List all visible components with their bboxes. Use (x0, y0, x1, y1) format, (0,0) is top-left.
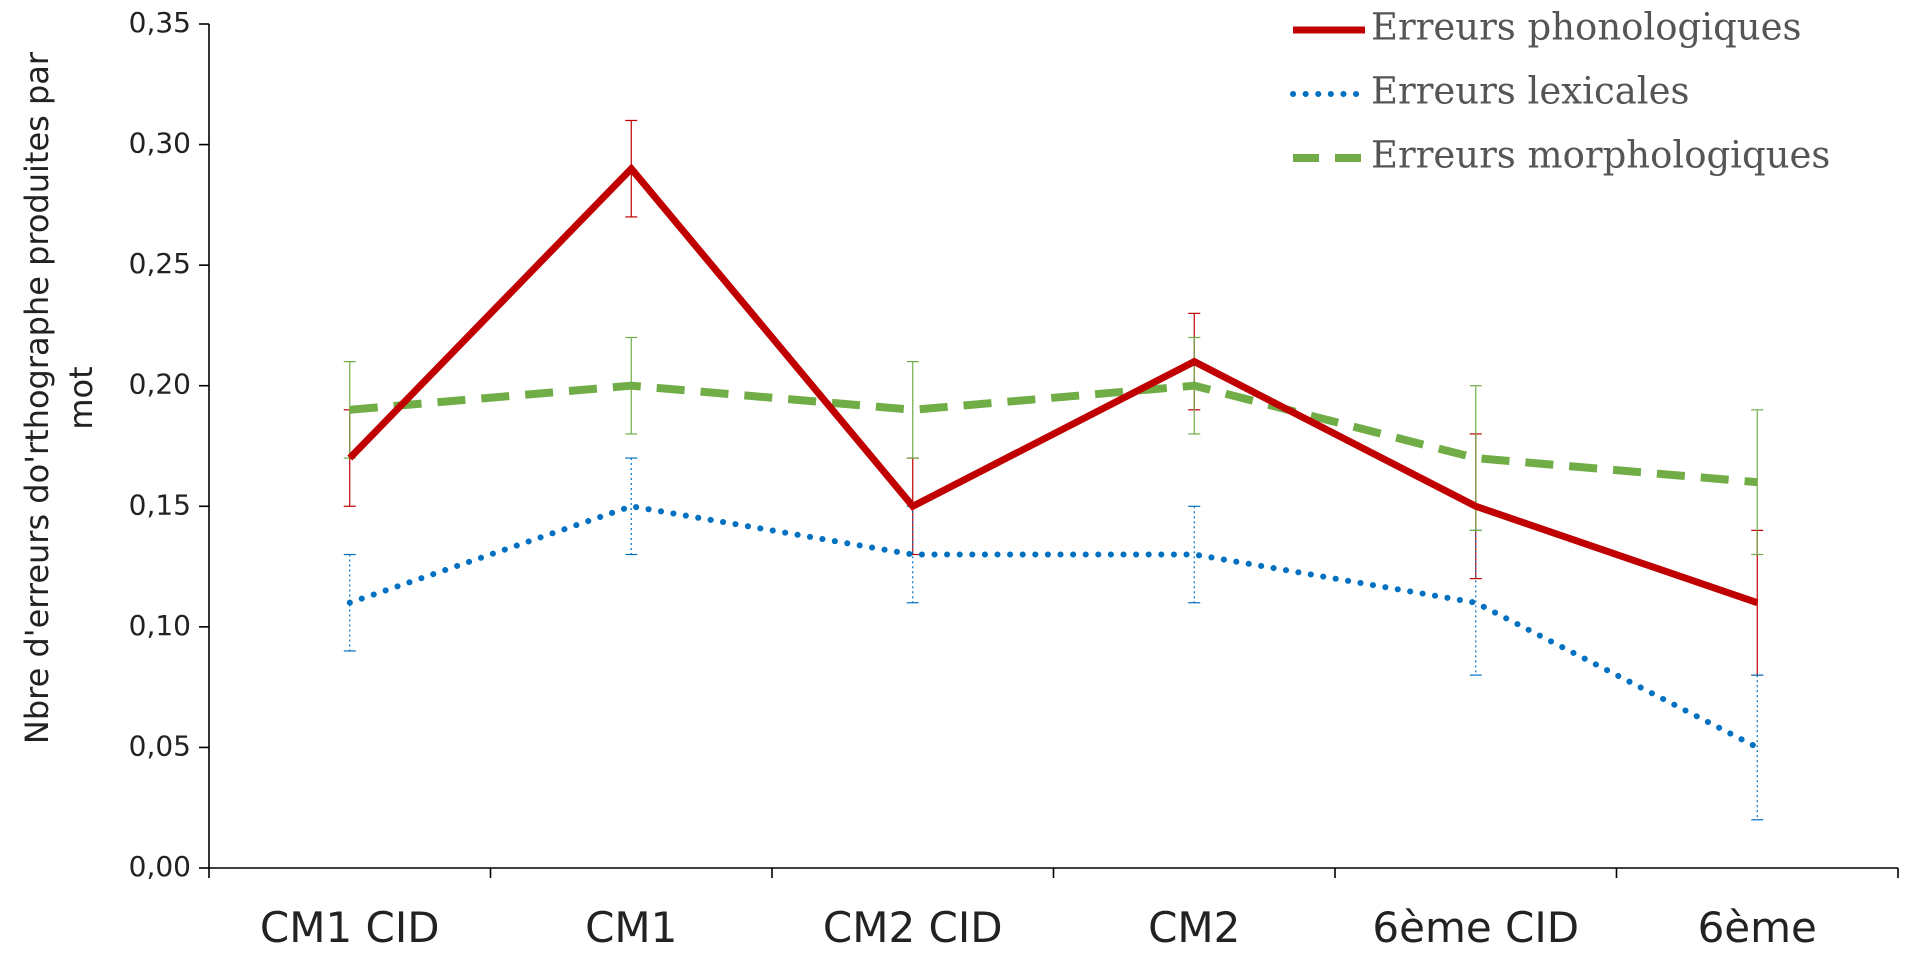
axes: 0,00 0,05 0,10 0,15 0,20 0,25 0,30 0,35 CM1 CID C… (129, 6, 1899, 952)
series-line-erreurs-phonologiques (347, 163, 1759, 607)
legend-item: Erreurs phonologiques (1293, 6, 1801, 49)
y-tick-label: 0,30 (129, 127, 191, 160)
legend-item: Erreurs morphologiques (1293, 134, 1830, 177)
y-tick-label: 0,35 (129, 6, 191, 39)
error-bars (343, 119, 1764, 821)
legend-item: Erreurs lexicales (1290, 70, 1689, 113)
series-line-erreurs-lexicales (346, 503, 1761, 751)
y-axis-title-line-1: Nbre d'erreurs do'rthographe produites p… (18, 51, 56, 744)
y-tick-label: 0,15 (129, 488, 191, 521)
error-bar (906, 361, 919, 459)
y-tick-label: 0,10 (129, 609, 191, 642)
y-tick-label: 0,00 (129, 850, 191, 883)
y-tick-label: 0,25 (129, 247, 191, 280)
legend: Erreurs phonologiques Erreurs lexicales Er… (1290, 6, 1830, 177)
y-tick-label: 0,05 (129, 729, 191, 762)
x-tick-label: CM1 (585, 903, 677, 952)
error-bar (625, 457, 638, 556)
x-tick-label: 6ème CID (1372, 903, 1579, 952)
legend-label: Erreurs phonologiques (1371, 6, 1801, 49)
series-lines (346, 163, 1761, 751)
x-tick-label: CM2 (1148, 903, 1240, 952)
error-bar (1188, 505, 1201, 604)
x-tick-label: CM2 CID (823, 903, 1003, 952)
x-tick-label: CM1 CID (260, 903, 440, 952)
x-tick-label: 6ème (1698, 903, 1817, 952)
y-axis-title: Nbre d'erreurs do'rthographe produites p… (18, 51, 100, 744)
legend-label: Erreurs lexicales (1371, 70, 1689, 113)
y-axis-title-line-2: mot (62, 366, 100, 429)
error-bar (1751, 674, 1764, 821)
series-line-erreurs-morphologiques (349, 381, 1758, 487)
legend-label: Erreurs morphologiques (1371, 134, 1830, 177)
y-tick-label: 0,20 (129, 368, 191, 401)
error-bar (343, 553, 356, 652)
